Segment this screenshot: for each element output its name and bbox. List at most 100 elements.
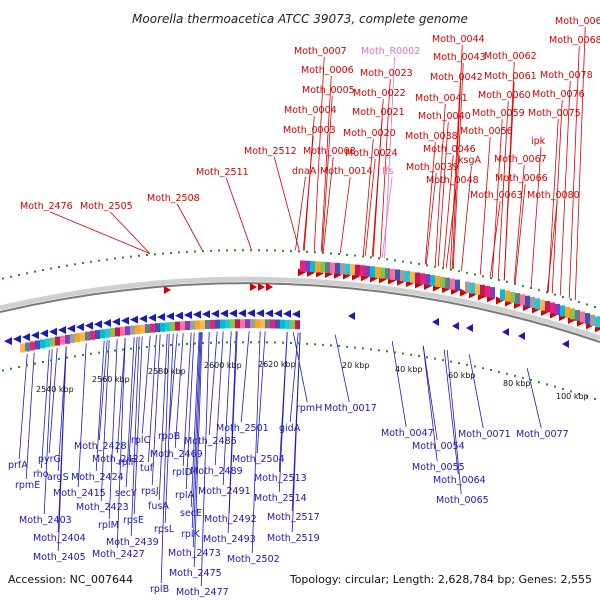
forward-gene-label[interactable]: Moth_2476: [20, 201, 73, 212]
reverse-gene-label[interactable]: Moth_2405: [33, 552, 86, 563]
forward-gene-label[interactable]: Moth_0046: [423, 144, 476, 155]
reverse-gene-label[interactable]: Moth_2473: [168, 548, 221, 559]
reverse-gene-label[interactable]: rpsE: [123, 515, 144, 526]
reverse-gene-label[interactable]: Moth_2493: [203, 534, 256, 545]
reverse-gene-label[interactable]: Moth_2427: [92, 549, 145, 560]
reverse-gene-label[interactable]: Moth_2486: [184, 436, 237, 447]
forward-gene-label[interactable]: Moth_0063: [470, 190, 523, 201]
forward-gene-label[interactable]: Moth_0043: [433, 52, 486, 63]
reverse-gene-label[interactable]: rplB: [150, 584, 169, 595]
reverse-gene-label[interactable]: rpmH: [296, 403, 322, 414]
reverse-gene-label[interactable]: Moth_2439: [106, 537, 159, 548]
forward-gene-label[interactable]: Moth_0076: [532, 89, 585, 100]
forward-gene-label[interactable]: Moth_0023: [360, 68, 413, 79]
reverse-gene-label[interactable]: Moth_2514: [254, 493, 307, 504]
forward-gene-label[interactable]: Moth_0020: [343, 128, 396, 139]
forward-gene-label[interactable]: Moth_0022: [353, 88, 406, 99]
reverse-gene-label[interactable]: Moth_2477: [176, 587, 229, 598]
forward-gene-label[interactable]: Moth_0038: [405, 131, 458, 142]
reverse-gene-label[interactable]: rpmE: [15, 480, 40, 491]
forward-gene-label[interactable]: Moth_2508: [147, 193, 200, 204]
reverse-gene-label[interactable]: rho: [33, 469, 49, 480]
reverse-gene-label[interactable]: Moth_2422: [92, 454, 145, 465]
reverse-gene-label[interactable]: Moth_2428: [74, 441, 127, 452]
reverse-gene-label[interactable]: Moth_2423: [76, 502, 129, 513]
reverse-gene-label[interactable]: tuf: [140, 463, 154, 474]
forward-gene-label[interactable]: Moth_0044: [432, 34, 485, 45]
reverse-gene-label[interactable]: rplC: [131, 435, 151, 446]
forward-gene-label[interactable]: Moth_0039: [406, 162, 459, 173]
reverse-gene-label[interactable]: fusA: [148, 501, 169, 512]
forward-gene-label[interactable]: Moth_0060: [478, 90, 531, 101]
forward-gene-label[interactable]: Moth_R0002: [361, 46, 420, 57]
reverse-gene-label[interactable]: Moth_2469: [150, 449, 203, 460]
reverse-gene-label[interactable]: Moth_0065: [436, 495, 489, 506]
reverse-gene-label[interactable]: Moth_0047: [381, 428, 434, 439]
reverse-gene-label[interactable]: argS: [47, 472, 69, 483]
forward-gene-label[interactable]: Moth_0003: [283, 125, 336, 136]
reverse-gene-label[interactable]: Moth_2517: [267, 512, 320, 523]
forward-gene-label[interactable]: ffs: [382, 166, 394, 177]
reverse-gene-label[interactable]: Moth_2519: [267, 533, 320, 544]
forward-gene-label[interactable]: Moth_0068: [549, 35, 600, 46]
reverse-gene-label[interactable]: rpsJ: [141, 486, 159, 497]
reverse-gene-label[interactable]: gidA: [279, 423, 301, 434]
reverse-gene-label[interactable]: Moth_0017: [324, 403, 377, 414]
forward-gene-label[interactable]: Moth_0014: [320, 166, 373, 177]
reverse-gene-label[interactable]: Moth_2504: [232, 454, 285, 465]
reverse-gene-label[interactable]: rpsL: [154, 524, 175, 535]
reverse-gene-label[interactable]: Moth_2501: [216, 423, 269, 434]
reverse-gene-label[interactable]: Moth_0054: [412, 441, 465, 452]
forward-gene-label[interactable]: Moth_0007: [294, 46, 347, 57]
forward-gene-label[interactable]: Moth_0056: [460, 126, 513, 137]
reverse-gene-label[interactable]: Moth_0055: [412, 462, 465, 473]
reverse-gene-label[interactable]: Moth_2491: [198, 486, 251, 497]
forward-gene-label[interactable]: ksgA: [458, 155, 481, 166]
forward-gene-label[interactable]: Moth_2511: [196, 167, 249, 178]
reverse-gene-label[interactable]: pyrG: [38, 454, 61, 465]
forward-gene-label[interactable]: Moth_0008: [303, 146, 356, 157]
reverse-gene-label[interactable]: Moth_2403: [19, 515, 72, 526]
forward-gene-label[interactable]: Moth_0059: [472, 108, 525, 119]
forward-gene-label[interactable]: Moth_0004: [284, 105, 337, 116]
forward-gene-label[interactable]: Moth_0061: [484, 71, 537, 82]
forward-gene-label[interactable]: Moth_0024: [345, 148, 398, 159]
forward-gene-label[interactable]: Moth_0062: [484, 51, 537, 62]
forward-gene-label[interactable]: Moth_0067: [494, 154, 547, 165]
reverse-gene-label[interactable]: rplK: [181, 529, 201, 540]
forward-gene-label[interactable]: Moth_0006: [301, 65, 354, 76]
reverse-gene-label[interactable]: rplF: [118, 457, 136, 468]
reverse-gene-label[interactable]: Moth_2415: [53, 488, 106, 499]
reverse-gene-label[interactable]: Moth_2475: [169, 568, 222, 579]
reverse-gene-label[interactable]: Moth_2489: [190, 466, 243, 477]
reverse-gene-label[interactable]: Moth_2513: [254, 473, 307, 484]
reverse-gene-label[interactable]: Moth_2404: [33, 533, 86, 544]
forward-gene-label[interactable]: Moth_0042: [430, 72, 483, 83]
forward-gene-label[interactable]: Moth_0048: [426, 175, 479, 186]
reverse-gene-label[interactable]: rplM: [98, 520, 119, 531]
reverse-gene-label[interactable]: Moth_2492: [204, 514, 257, 525]
reverse-gene-label[interactable]: secY: [115, 488, 137, 499]
forward-gene-label[interactable]: Moth_0075: [528, 108, 581, 119]
forward-gene-label[interactable]: Moth_0069: [555, 16, 600, 27]
forward-gene-label[interactable]: Moth_0080: [527, 190, 580, 201]
reverse-gene-label[interactable]: rplA: [175, 490, 195, 501]
reverse-gene-label[interactable]: Moth_0071: [458, 429, 511, 440]
forward-gene-label[interactable]: Moth_0021: [352, 107, 405, 118]
forward-gene-label[interactable]: Moth_0040: [418, 111, 471, 122]
reverse-gene-label[interactable]: Moth_2502: [227, 554, 280, 565]
forward-gene-label[interactable]: Moth_0066: [495, 173, 548, 184]
forward-gene-label[interactable]: Moth_2505: [80, 201, 133, 212]
reverse-gene-label[interactable]: Moth_0064: [433, 475, 486, 486]
reverse-gene-label[interactable]: secE: [180, 508, 202, 519]
reverse-gene-label[interactable]: Moth_2424: [71, 472, 124, 483]
reverse-gene-label[interactable]: prfA: [8, 460, 28, 471]
forward-gene-label[interactable]: Moth_0041: [415, 93, 468, 104]
reverse-gene-label[interactable]: Moth_0077: [516, 429, 569, 440]
forward-gene-label[interactable]: ipk: [531, 136, 546, 147]
reverse-gene-label[interactable]: rpoB: [158, 431, 180, 442]
forward-gene-label[interactable]: Moth_2512: [244, 146, 297, 157]
reverse-gene-label[interactable]: rplD: [172, 467, 192, 478]
forward-gene-label[interactable]: Moth_0078: [540, 70, 593, 81]
forward-gene-label[interactable]: Moth_0005: [302, 85, 355, 96]
